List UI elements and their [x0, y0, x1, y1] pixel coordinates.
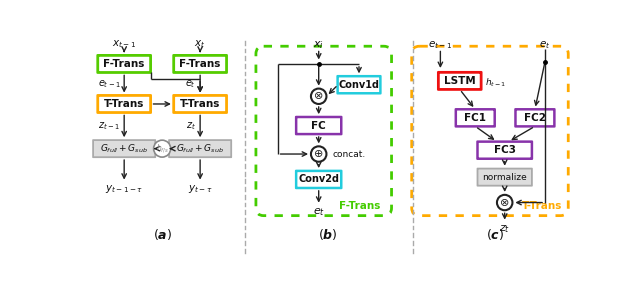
FancyBboxPatch shape	[515, 109, 554, 126]
Text: FC1: FC1	[464, 113, 486, 123]
Text: Conv1d: Conv1d	[339, 80, 380, 90]
Text: $G_{full}+G_{sub}$: $G_{full}+G_{sub}$	[176, 142, 224, 155]
Text: $x_i$: $x_i$	[313, 39, 324, 51]
FancyBboxPatch shape	[438, 72, 481, 89]
Text: ⊕: ⊕	[314, 149, 323, 159]
FancyBboxPatch shape	[456, 109, 495, 126]
Text: $e_{t-1}$: $e_{t-1}$	[98, 78, 120, 90]
Text: $(\boldsymbol{b})$: $(\boldsymbol{b})$	[318, 227, 338, 242]
FancyBboxPatch shape	[169, 140, 231, 157]
FancyBboxPatch shape	[98, 55, 150, 73]
FancyBboxPatch shape	[296, 171, 341, 188]
Text: Conv2d: Conv2d	[298, 175, 339, 184]
FancyBboxPatch shape	[477, 168, 532, 186]
Circle shape	[311, 89, 326, 104]
Text: $z_{t-1}$: $z_{t-1}$	[99, 121, 120, 132]
Text: ⊗: ⊗	[500, 198, 509, 208]
FancyBboxPatch shape	[98, 95, 150, 112]
Text: $e_t$: $e_t$	[186, 78, 196, 90]
Text: $G_{full}+G_{sub}$: $G_{full}+G_{sub}$	[100, 142, 148, 155]
Text: $(\boldsymbol{a})$: $(\boldsymbol{a})$	[152, 227, 172, 242]
Text: F-Trans: F-Trans	[104, 59, 145, 69]
FancyBboxPatch shape	[338, 76, 380, 93]
Text: $e_{t-1}$: $e_{t-1}$	[428, 39, 452, 51]
Text: $e_t$: $e_t$	[312, 206, 324, 218]
Text: FC3: FC3	[493, 145, 516, 155]
Text: T-Trans: T-Trans	[180, 99, 220, 109]
Text: T-Trans: T-Trans	[522, 201, 562, 211]
Circle shape	[154, 140, 171, 157]
Text: normalize: normalize	[483, 173, 527, 181]
Text: LSTM: LSTM	[444, 76, 476, 86]
Text: $e_t$: $e_t$	[540, 39, 551, 51]
Text: concat.: concat.	[333, 149, 366, 159]
Text: $h_{t-1}$: $h_{t-1}$	[485, 76, 507, 89]
Text: $z_t$: $z_t$	[186, 121, 196, 132]
Text: $y_{t-1-\tau}$: $y_{t-1-\tau}$	[105, 183, 143, 195]
Circle shape	[311, 146, 326, 162]
FancyBboxPatch shape	[296, 117, 341, 134]
FancyBboxPatch shape	[256, 46, 392, 216]
FancyBboxPatch shape	[173, 95, 227, 112]
Circle shape	[497, 195, 513, 210]
Text: $z_t$: $z_t$	[499, 223, 510, 235]
Text: $y_{t-\tau}$: $y_{t-\tau}$	[188, 183, 212, 195]
Text: $x_{t-1}$: $x_{t-1}$	[112, 38, 136, 50]
FancyBboxPatch shape	[412, 46, 568, 216]
Text: T-Trans: T-Trans	[104, 99, 145, 109]
Text: F-Trans: F-Trans	[339, 201, 381, 211]
Text: $(\boldsymbol{c})$: $(\boldsymbol{c})$	[486, 227, 504, 242]
Text: $x_t$: $x_t$	[195, 38, 206, 50]
Text: $h_{f/s}$: $h_{f/s}$	[156, 142, 169, 155]
Text: FC2: FC2	[524, 113, 546, 123]
Text: ⊗: ⊗	[314, 91, 323, 101]
Text: FC: FC	[311, 121, 326, 131]
FancyBboxPatch shape	[477, 142, 532, 159]
FancyBboxPatch shape	[173, 55, 227, 73]
Text: F-Trans: F-Trans	[179, 59, 221, 69]
FancyBboxPatch shape	[93, 140, 156, 157]
